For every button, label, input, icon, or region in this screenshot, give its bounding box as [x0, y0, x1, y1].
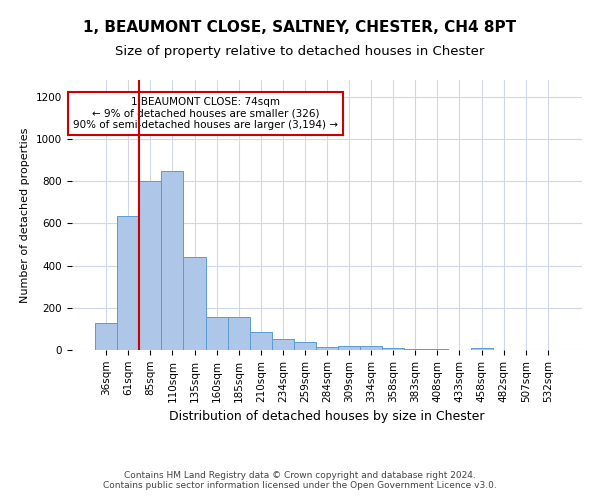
Text: 1, BEAUMONT CLOSE, SALTNEY, CHESTER, CH4 8PT: 1, BEAUMONT CLOSE, SALTNEY, CHESTER, CH4…	[83, 20, 517, 35]
Bar	[404, 349, 427, 350]
Bar	[227, 318, 250, 350]
X-axis label: Distribution of detached houses by size in Chester: Distribution of detached houses by size …	[169, 410, 485, 423]
Bar	[338, 346, 360, 350]
Text: Size of property relative to detached houses in Chester: Size of property relative to detached ho…	[115, 45, 485, 58]
Text: Contains HM Land Registry data © Crown copyright and database right 2024.
Contai: Contains HM Land Registry data © Crown c…	[103, 470, 497, 490]
Bar	[470, 348, 493, 350]
Bar	[117, 216, 139, 350]
Bar	[139, 181, 161, 350]
Bar	[382, 348, 404, 350]
Bar	[161, 170, 184, 350]
Bar	[184, 257, 206, 350]
Y-axis label: Number of detached properties: Number of detached properties	[20, 128, 31, 302]
Bar	[206, 318, 227, 350]
Bar	[95, 322, 117, 350]
Bar	[294, 342, 316, 350]
Bar	[250, 332, 272, 350]
Text: 1 BEAUMONT CLOSE: 74sqm
← 9% of detached houses are smaller (326)
90% of semi-de: 1 BEAUMONT CLOSE: 74sqm ← 9% of detached…	[73, 97, 338, 130]
Bar	[360, 346, 382, 350]
Bar	[272, 340, 294, 350]
Bar	[316, 347, 338, 350]
